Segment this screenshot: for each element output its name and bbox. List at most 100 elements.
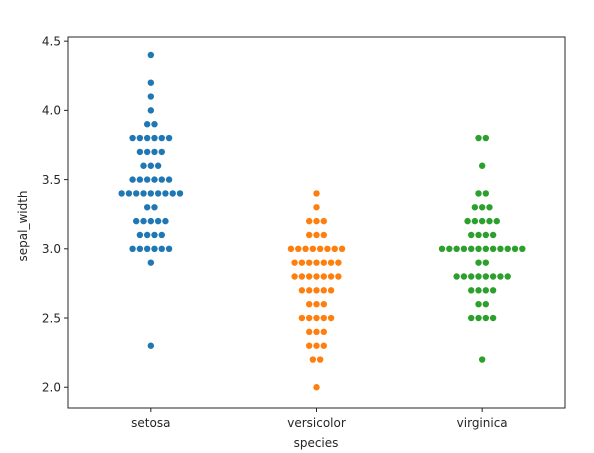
y-tick-label: 4.5 [42,34,61,48]
point-versicolor-31 [306,287,313,294]
point-virginica-11 [486,217,493,225]
point-versicolor-36 [313,300,320,308]
point-virginica-27 [511,245,519,252]
point-setosa-26 [125,190,133,197]
point-virginica-7 [486,204,493,211]
point-setosa-41 [136,231,144,239]
point-setosa-3 [147,107,155,114]
point-setosa-1 [147,79,155,86]
point-setosa-21 [143,176,151,183]
point-versicolor-23 [291,273,298,280]
point-setosa-8 [143,134,151,142]
point-versicolor-16 [291,259,298,266]
point-versicolor-5 [306,231,313,239]
point-virginica-4 [482,190,490,197]
point-virginica-42 [489,287,497,294]
point-setosa-37 [140,217,147,225]
point-versicolor-24 [298,273,306,280]
point-virginica-26 [504,245,511,252]
point-versicolor-0 [313,190,320,197]
point-versicolor-17 [298,259,306,266]
point-setosa-42 [143,231,151,239]
point-setosa-27 [133,190,140,197]
point-virginica-32 [460,273,468,280]
point-versicolor-44 [313,328,320,336]
point-versicolor-12 [316,245,324,252]
y-tick-label: 4.0 [42,104,61,118]
point-virginica-24 [489,245,497,252]
point-setosa-38 [147,217,155,225]
point-versicolor-41 [320,314,327,322]
point-setosa-36 [133,217,140,225]
point-setosa-44 [158,231,165,239]
point-versicolor-3 [313,217,320,225]
point-virginica-33 [468,273,475,280]
point-virginica-20 [460,245,468,252]
point-virginica-29 [475,259,482,266]
y-tick-label: 2.5 [42,311,61,325]
point-versicolor-14 [331,245,338,252]
y-tick-label: 2.0 [42,381,61,395]
point-versicolor-34 [327,287,335,294]
point-virginica-13 [468,231,475,239]
point-setosa-34 [143,204,151,211]
point-versicolor-48 [320,342,327,349]
point-versicolor-47 [313,342,320,349]
point-virginica-2 [478,162,486,169]
point-setosa-40 [162,217,169,225]
point-setosa-35 [151,204,158,211]
point-setosa-13 [143,148,151,156]
point-virginica-18 [446,245,453,252]
point-virginica-48 [489,314,497,322]
point-virginica-44 [482,300,490,308]
point-setosa-9 [151,134,158,142]
point-virginica-23 [482,245,490,252]
point-setosa-14 [151,148,158,156]
point-virginica-8 [464,217,471,225]
point-setosa-16 [140,162,147,169]
y-tick-label: 3.5 [42,173,61,187]
point-setosa-30 [154,190,162,197]
point-versicolor-18 [306,259,313,266]
point-virginica-17 [438,245,446,252]
point-virginica-1 [482,134,490,142]
point-versicolor-21 [327,259,335,266]
points-layer [118,51,526,391]
point-versicolor-4 [320,217,327,225]
point-versicolor-51 [313,384,320,391]
point-versicolor-30 [298,287,306,294]
point-versicolor-32 [313,287,320,294]
point-virginica-38 [504,273,511,280]
point-setosa-7 [136,134,144,142]
axes-layer: 2.0 2.5 3.0 3.5 4.0 4.5 setosa versicolor virgin… [42,34,566,430]
point-setosa-5 [151,121,158,128]
point-setosa-6 [129,134,136,142]
point-virginica-0 [475,134,482,142]
point-setosa-29 [147,190,155,197]
point-versicolor-49 [309,356,317,363]
point-virginica-21 [468,245,475,252]
point-setosa-47 [143,245,151,252]
point-versicolor-15 [338,245,346,252]
point-setosa-46 [136,245,144,252]
point-versicolor-39 [306,314,313,322]
point-setosa-12 [136,148,144,156]
point-setosa-52 [147,342,155,349]
point-virginica-37 [497,273,504,280]
y-tick-label: 3.0 [42,242,61,256]
point-setosa-0 [147,51,155,59]
point-versicolor-40 [313,314,320,322]
point-versicolor-45 [320,328,327,336]
point-setosa-2 [147,93,155,100]
point-setosa-28 [140,190,147,197]
x-tick-label-setosa: setosa [131,416,170,430]
point-setosa-51 [147,259,155,266]
point-setosa-19 [129,176,136,183]
point-setosa-23 [158,176,165,183]
point-setosa-15 [158,148,165,156]
point-virginica-5 [471,204,479,211]
point-virginica-47 [482,314,490,322]
point-versicolor-8 [287,245,295,252]
point-setosa-50 [165,245,173,252]
